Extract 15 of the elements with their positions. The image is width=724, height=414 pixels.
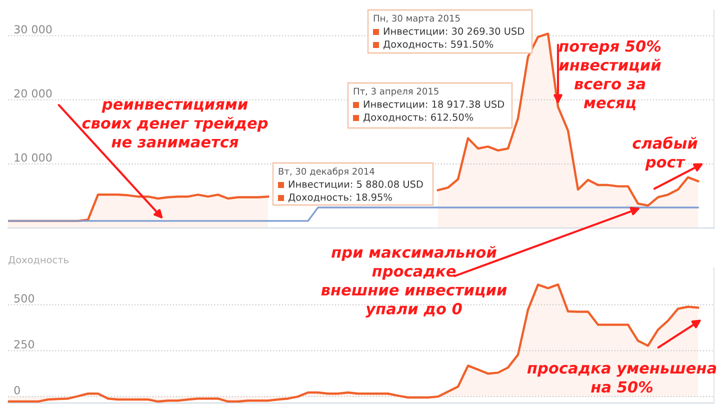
annotation: Пт, 3 апреля 2015 Инвестиции: 18 917.38 USD Доходность: 612.50% bbox=[354, 88, 504, 122]
y-tick-label: 500 bbox=[14, 294, 34, 303]
y-tick-label: 10 000 bbox=[14, 153, 52, 162]
y-tick-label: 0 bbox=[14, 386, 20, 394]
annotation: потеря 50% инвестиций всего за месяц bbox=[558, 40, 661, 110]
y-axis-title: Доходность bbox=[8, 256, 68, 265]
annotation: при максимальной просадке внешние инвестиции упали до 0 bbox=[321, 246, 507, 318]
y-tick-label: 20 000 bbox=[14, 89, 52, 98]
annotation: просадка уменьшена на 50% bbox=[527, 364, 716, 393]
annotation: Вт, 30 декабря 2014 Инвестиции: 5 880.08 USD Доходность: 18.95% bbox=[278, 168, 423, 202]
annotation: реинвестициями своих денег трейдер не занимается bbox=[82, 101, 268, 148]
annotation: Пн, 30 марта 2015 Инвестиции: 30 269.30 USD Доходность: 591.50% bbox=[374, 14, 524, 50]
y-tick-label: 250 bbox=[14, 340, 34, 348]
y-tick-label: 30 000 bbox=[14, 25, 52, 34]
annotation: слабый рост bbox=[632, 136, 698, 171]
